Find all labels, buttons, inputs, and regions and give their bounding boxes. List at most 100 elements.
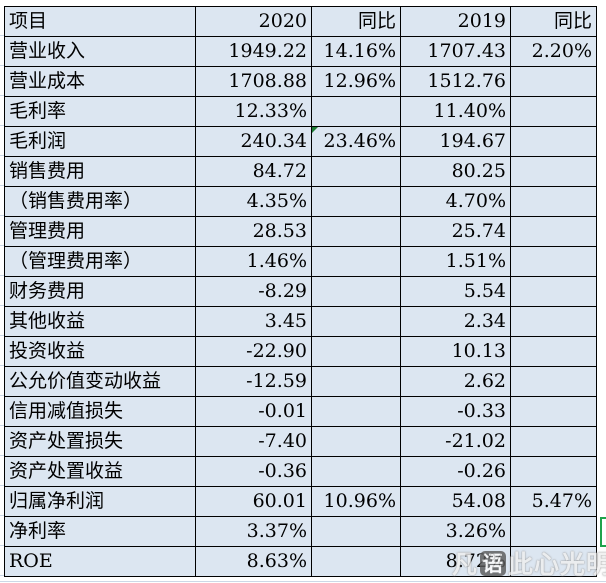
header-2020[interactable]: 2020 [195,6,312,37]
cell-2020[interactable]: -7.40 [195,426,312,457]
cell-yoy-2020[interactable] [311,336,401,367]
cell-2019[interactable]: 25.74 [400,216,511,247]
table-row: 毛利润 240.34 23.46% 194.67 [4,126,597,157]
cell-2019[interactable]: 10.13 [400,336,511,367]
cell-2020[interactable]: 12.33% [195,96,312,127]
cell-label[interactable]: 其他收益 [4,306,196,337]
cell-label[interactable]: 营业成本 [4,66,196,97]
cell-yoy-2019[interactable] [510,546,597,577]
cell-2019[interactable]: 1512.76 [400,66,511,97]
cell-2019[interactable]: -21.02 [400,426,511,457]
cell-2020[interactable]: 1.46% [195,246,312,277]
cell-yoy-2020[interactable]: 10.96% [311,486,401,517]
cell-2019[interactable]: 5.54 [400,276,511,307]
cell-2020-highlighted[interactable]: 3.37% [195,516,312,547]
cell-2020[interactable]: 3.45 [195,306,312,337]
cell-label[interactable]: （销售费用率） [4,186,196,217]
header-item[interactable]: 项目 [4,6,196,37]
cell-2020[interactable]: 4.35% [195,186,312,217]
cell-2020[interactable]: -8.29 [195,276,312,307]
cell-yoy-2019[interactable] [510,306,597,337]
cell-yoy-2019[interactable]: 5.47% [510,486,597,517]
cell-label[interactable]: 财务费用 [4,276,196,307]
cell-yoy-2019[interactable] [510,516,597,547]
table-row: 管理费用 28.53 25.74 [4,216,597,247]
cell-2019[interactable]: 11.40% [400,96,511,127]
cell-yoy-2020[interactable] [311,306,401,337]
cell-label[interactable]: 毛利率 [4,96,196,127]
cell-label[interactable]: 资产处置损失 [4,426,196,457]
cell-2020[interactable]: 84.72 [195,156,312,187]
cell-label[interactable]: ROE [4,546,196,577]
header-row: 项目 2020 同比 2019 同比 [4,6,597,37]
cell-2020[interactable]: 60.01 [195,486,312,517]
cell-2019[interactable]: 3.26% [400,516,511,547]
cell-yoy-2020[interactable] [311,96,401,127]
cell-yoy-2020[interactable] [311,426,401,457]
cell-yoy-2020-error-triangle[interactable]: 23.46% [311,126,401,157]
cell-2020[interactable]: 1708.88 [195,66,312,97]
cell-2020-highlighted[interactable]: 8.63% [195,546,312,577]
cell-2019[interactable]: 54.08 [400,486,511,517]
cell-yoy-2020[interactable] [311,546,401,577]
header-2019[interactable]: 2019 [400,6,511,37]
cell-yoy-2019[interactable] [510,336,597,367]
cell-yoy-2019[interactable] [510,396,597,427]
cell-2019[interactable]: 80.25 [400,156,511,187]
cell-2020[interactable]: 1949.22 [195,36,312,67]
cell-2020[interactable]: 28.53 [195,216,312,247]
cell-yoy-2020[interactable] [311,396,401,427]
cell-label[interactable]: 投资收益 [4,336,196,367]
cell-label[interactable]: 毛利润 [4,126,196,157]
cell-yoy-2020[interactable] [311,366,401,397]
cell-label[interactable]: 公允价值变动收益 [4,366,196,397]
cell-label[interactable]: 信用减值损失 [4,396,196,427]
cell-yoy-2019[interactable] [510,96,597,127]
cell-label[interactable]: 资产处置收益 [4,456,196,487]
cell-yoy-2019[interactable] [510,126,597,157]
cell-yoy-2020[interactable] [311,276,401,307]
cell-2020[interactable]: -12.59 [195,366,312,397]
cell-label[interactable]: 管理费用 [4,216,196,247]
cell-yoy-2019[interactable] [510,246,597,277]
cell-yoy-2020[interactable] [311,216,401,247]
cell-yoy-2020[interactable] [311,246,401,277]
cell-yoy-2019[interactable] [510,216,597,247]
cell-yoy-2019[interactable] [510,186,597,217]
cell-label[interactable]: 净利率 [4,516,196,547]
cell-yoy-2019[interactable] [510,66,597,97]
cell-yoy-2020[interactable] [311,156,401,187]
cell-yoy-2020[interactable] [311,516,401,547]
cell-2019[interactable]: 1707.43 [400,36,511,67]
cell-2019[interactable]: 194.67 [400,126,511,157]
cell-2020[interactable]: 240.34 [195,126,312,157]
cell-yoy-2019[interactable]: 2.20% [510,36,597,67]
cell-yoy-2019[interactable] [510,276,597,307]
cell-label[interactable]: （管理费用率） [4,246,196,277]
cell-2019[interactable]: 4.70% [400,186,511,217]
table-row: 归属净利润 60.01 10.96% 54.08 5.47% [4,486,597,517]
cell-yoy-2020[interactable]: 12.96% [311,66,401,97]
cell-yoy-2019[interactable] [510,456,597,487]
cell-label[interactable]: 归属净利润 [4,486,196,517]
cell-yoy-2019[interactable] [510,366,597,397]
cell-2019[interactable]: -0.33 [400,396,511,427]
cell-2019[interactable]: 2.34 [400,306,511,337]
cell-2019[interactable]: -0.26 [400,456,511,487]
cell-yoy-2020[interactable] [311,186,401,217]
cell-label[interactable]: 营业收入 [4,36,196,67]
header-yoy-2019[interactable]: 同比 [510,6,597,37]
cell-2019[interactable]: 8.72% [400,546,511,577]
cell-yoy-2020[interactable]: 14.16% [311,36,401,67]
cell-2019[interactable]: 2.62 [400,366,511,397]
cell-yoy-2019[interactable] [510,156,597,187]
cell-2020[interactable]: -0.01 [195,396,312,427]
cell-yoy-2019[interactable] [510,426,597,457]
cell-label[interactable]: 销售费用 [4,156,196,187]
header-yoy-2020[interactable]: 同比 [311,6,401,37]
cell-yoy-2020[interactable] [311,456,401,487]
cell-2020[interactable]: -22.90 [195,336,312,367]
cell-2020[interactable]: -0.36 [195,456,312,487]
cell-2019[interactable]: 1.51% [400,246,511,277]
table-row: 销售费用 84.72 80.25 [4,156,597,187]
